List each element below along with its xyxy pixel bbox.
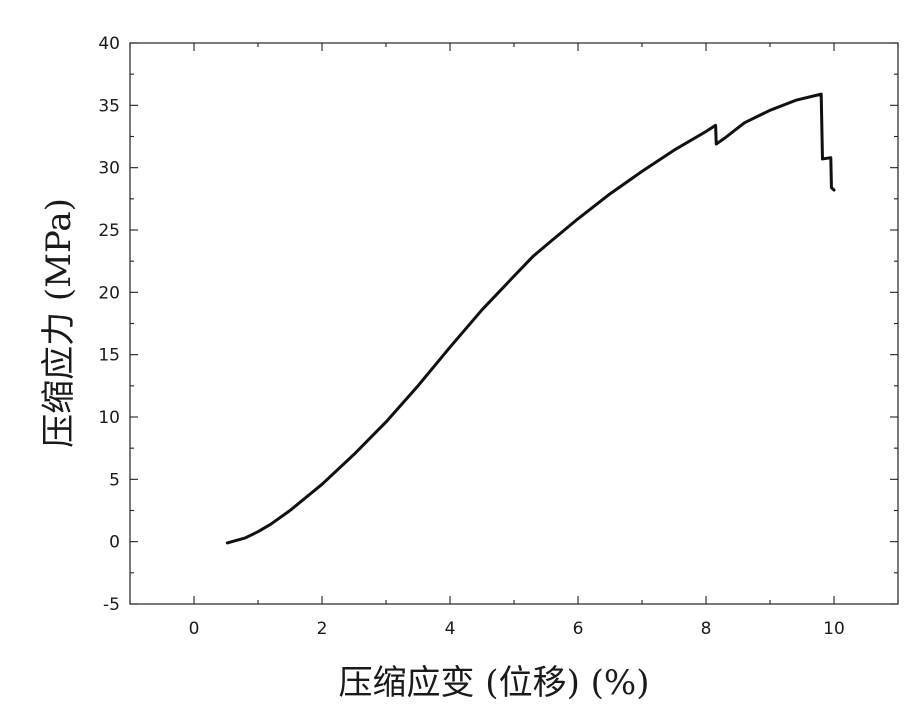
y-tick-label: 35	[98, 96, 120, 116]
x-tick-label: 6	[573, 619, 584, 639]
x-axis-ticks: 0 2 4 6 8 10	[129, 43, 899, 639]
y-tick-label: 30	[98, 159, 120, 179]
x-axis-title: 压缩应变 (位移) (%)	[339, 663, 650, 703]
y-tick-label: 20	[98, 283, 120, 303]
x-tick-label: 0	[189, 619, 200, 639]
x-tick-label: 8	[701, 619, 712, 639]
plot-frame	[129, 42, 899, 605]
y-tick-label: -5	[103, 595, 120, 615]
x-tick-label: 10	[823, 619, 845, 639]
stress-strain-curve	[225, 92, 836, 545]
y-tick-label: 10	[98, 408, 120, 428]
y-tick-label: 40	[98, 34, 120, 54]
y-tick-label: 15	[98, 346, 120, 366]
y-tick-label: 25	[98, 221, 120, 241]
y-axis-title: 压缩应力 (MPa)	[39, 198, 79, 448]
y-tick-label: 0	[109, 533, 120, 553]
x-tick-label: 4	[445, 619, 456, 639]
y-tick-label: 5	[109, 470, 120, 490]
y-axis-ticks: -5 0 5 10 15 20 25 30 35 40	[98, 34, 898, 615]
x-tick-label: 2	[317, 619, 328, 639]
